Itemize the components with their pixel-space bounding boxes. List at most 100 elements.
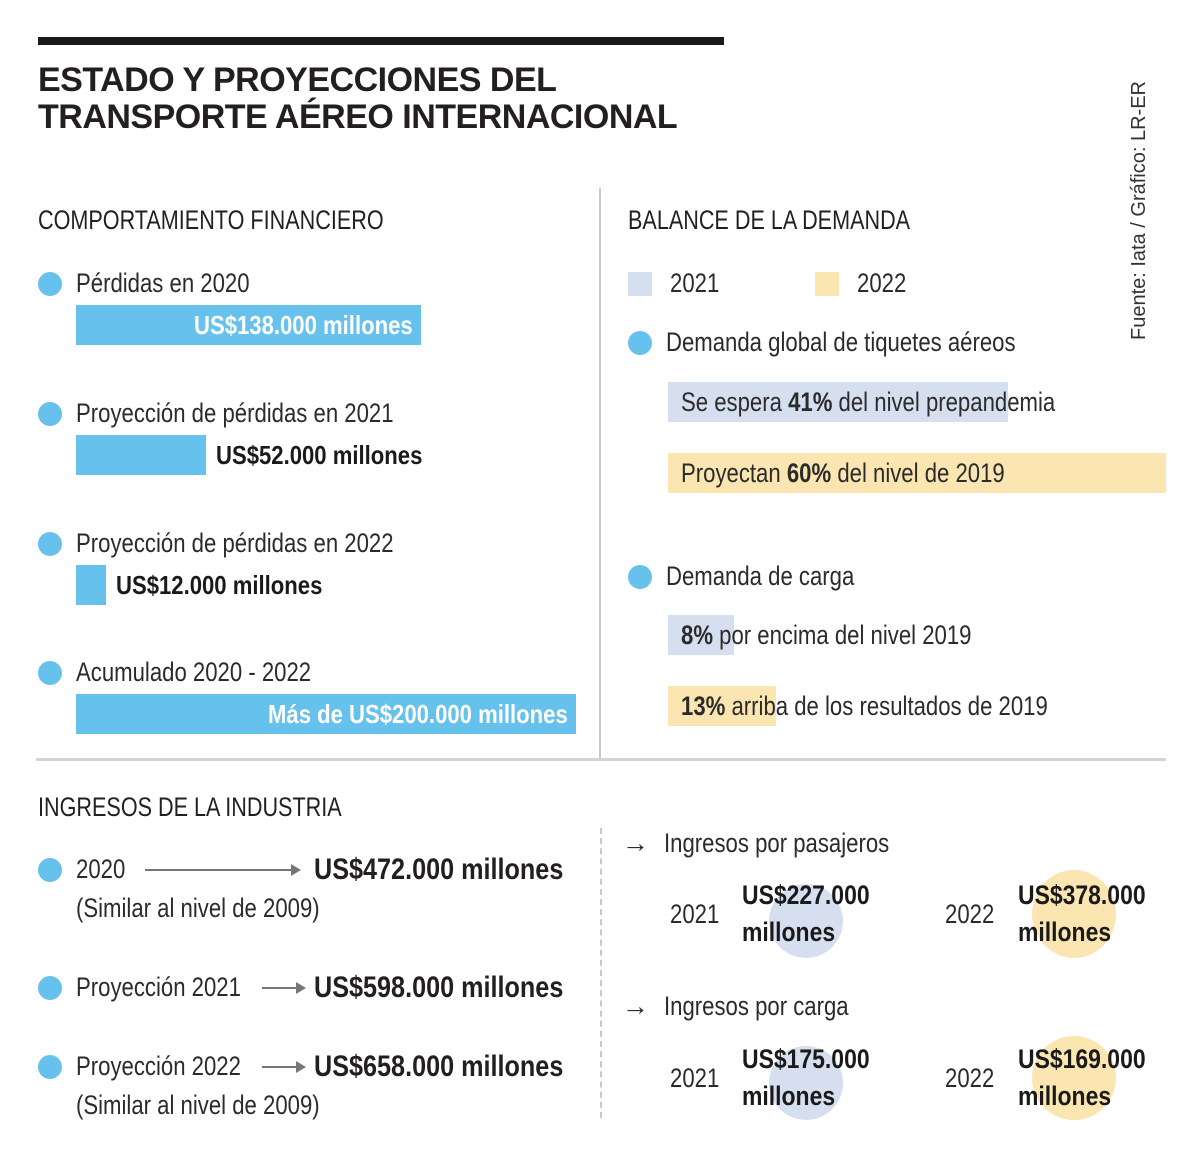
- revenue-label-2-text: Proyección 2022: [76, 1051, 241, 1081]
- top-rule: [38, 37, 724, 45]
- bullet-icon: [38, 1055, 62, 1079]
- demand-text-cargo-2022-post: arriba de los resultados de 2019: [725, 691, 1048, 721]
- revenue-label-1: Proyección 2021: [76, 972, 277, 1002]
- breakdown-heading-1-text: Ingresos por carga: [664, 991, 849, 1021]
- demand-group-label-0-text: Demanda global de tiquetes aéreos: [666, 327, 1016, 357]
- demand-heading-text: BALANCE DE LA DEMANDA: [628, 205, 911, 235]
- demand-text-cargo-2022: 13% arriba de los resultados de 2019: [681, 686, 1128, 726]
- breakdown-circle-carga-2021: [769, 1046, 843, 1120]
- revenue-note-2: (Similar al nivel de 2009): [76, 1090, 373, 1120]
- bullet-icon: [38, 976, 62, 1000]
- revenue-note-0-text: (Similar al nivel de 2009): [76, 893, 320, 923]
- breakdown-circle-carga-2022: [1032, 1036, 1116, 1120]
- financial-label-2: Proyección de pérdidas en 2022: [76, 528, 463, 558]
- revenue-label-2: Proyección 2022: [76, 1051, 277, 1081]
- financial-value-0-text: US$138.000 millones: [194, 310, 413, 340]
- bullet-icon: [38, 532, 62, 556]
- demand-heading: BALANCE DE LA DEMANDA: [628, 205, 981, 235]
- financial-label-1-text: Proyección de pérdidas en 2021: [76, 398, 394, 428]
- breakdown-arrow-0: →: [622, 828, 649, 858]
- revenue-note-0: (Similar al nivel de 2009): [76, 893, 373, 923]
- breakdown-heading-1: Ingresos por carga: [664, 991, 889, 1021]
- arrow-right-icon: →: [622, 828, 649, 858]
- financial-label-1: Proyección de pérdidas en 2021: [76, 398, 463, 428]
- arrow-right-icon: [296, 1061, 306, 1073]
- financial-bar-2: [76, 565, 106, 605]
- legend-label-2021: 2021: [670, 268, 730, 298]
- financial-label-3-text: Acumulado 2020 - 2022: [76, 657, 312, 687]
- legend-swatch-2021: [628, 272, 652, 296]
- breakdown-value-0-1-line2: millones: [1018, 917, 1112, 947]
- demand-text-air-2021: Se espera 41% del nivel prepandemia: [681, 382, 1137, 422]
- breakdown-circle-pasajeros-2022: [1032, 870, 1116, 958]
- financial-label-0-text: Pérdidas en 2020: [76, 268, 250, 298]
- source-credit: Fuente: Iata / Gráfico: LR-ER: [1128, 81, 1150, 340]
- demand-text-air-2022-post: del nivel de 2019: [831, 458, 1005, 488]
- demand-text-air-2021-bold: 41%: [788, 387, 833, 417]
- breakdown-year-1-1-text: 2022: [945, 1063, 995, 1093]
- breakdown-value-0-0-line1: US$227.000: [742, 880, 870, 910]
- breakdown-year-1-1: 2022: [945, 1063, 1005, 1093]
- bullet-icon: [38, 272, 62, 296]
- revenue-value-0: US$472.000 millones: [314, 850, 611, 890]
- breakdown-value-1-1-line1: US$169.000: [1018, 1044, 1146, 1074]
- bullet-icon: [38, 858, 62, 882]
- revenue-value-1: US$598.000 millones: [314, 968, 611, 1008]
- financial-value-2-text: US$12.000 millones: [116, 570, 323, 600]
- vertical-divider-dashed: [600, 828, 602, 1118]
- revenue-heading: INGRESOS DE LA INDUSTRIA: [38, 792, 418, 822]
- arrow-line: [145, 869, 291, 871]
- demand-bar-air-2021: [668, 382, 1008, 422]
- breakdown-circle-pasajeros-2021: [769, 884, 843, 958]
- breakdown-value-0-0-line2: millones: [742, 917, 836, 947]
- breakdown-value-1-1: US$169.000 millones: [1018, 1041, 1168, 1115]
- revenue-label-0: 2020: [76, 854, 136, 884]
- breakdown-year-1-0: 2021: [670, 1063, 730, 1093]
- breakdown-heading-0: Ingresos por pasajeros: [664, 828, 939, 858]
- breakdown-value-0-0: US$227.000 millones: [742, 877, 892, 951]
- revenue-value-0-text: US$472.000 millones: [314, 853, 564, 886]
- revenue-label-0-text: 2020: [76, 854, 126, 884]
- demand-text-air-2021-post: del nivel prepandemia: [832, 387, 1056, 417]
- financial-value-3-text: Más de US$200.000 millones: [268, 699, 568, 729]
- legend-label-2021-text: 2021: [670, 268, 720, 298]
- breakdown-arrow-1: →: [622, 991, 649, 1021]
- legend-swatch-2022: [815, 272, 839, 296]
- breakdown-value-0-1: US$378.000 millones: [1018, 877, 1168, 951]
- demand-bar-cargo-2021: [668, 615, 734, 655]
- bullet-icon: [38, 661, 62, 685]
- vertical-divider: [599, 188, 601, 758]
- bullet-icon: [38, 402, 62, 426]
- breakdown-year-0-0: 2021: [670, 899, 730, 929]
- financial-heading: COMPORTAMIENTO FINANCIERO: [38, 205, 470, 235]
- demand-bar-cargo-2022: [668, 686, 776, 726]
- breakdown-value-1-0-line1: US$175.000: [742, 1044, 870, 1074]
- financial-value-0: US$138.000 millones: [194, 305, 451, 345]
- demand-text-air-2022-pre: Proyectan: [681, 458, 787, 488]
- revenue-value-2-text: US$658.000 millones: [314, 1050, 564, 1083]
- demand-text-cargo-2021: 8% por encima del nivel 2019: [681, 615, 1035, 655]
- breakdown-year-0-1-text: 2022: [945, 899, 995, 929]
- breakdown-year-1-0-text: 2021: [670, 1063, 720, 1093]
- demand-group-label-1: Demanda de carga: [666, 561, 896, 591]
- revenue-value-1-text: US$598.000 millones: [314, 971, 564, 1004]
- financial-bar-3: [76, 694, 576, 734]
- breakdown-value-1-0: US$175.000 millones: [742, 1041, 892, 1115]
- arrow-line: [262, 987, 296, 989]
- breakdown-value-1-0-line2: millones: [742, 1081, 836, 1111]
- demand-text-air-2021-pre: Se espera: [681, 387, 789, 417]
- breakdown-heading-0-text: Ingresos por pasajeros: [664, 828, 890, 858]
- arrow-line: [262, 1066, 296, 1068]
- demand-text-cargo-2021-bold: 8%: [681, 620, 714, 650]
- breakdown-year-0-0-text: 2021: [670, 899, 720, 929]
- financial-bar-0: [76, 305, 421, 345]
- demand-bar-air-2022: [668, 453, 1166, 493]
- page-title: ESTADO Y PROYECCIONES DEL TRANSPORTE AÉR…: [38, 62, 678, 136]
- legend-label-2022-text: 2022: [857, 268, 907, 298]
- breakdown-value-0-1-line1: US$378.000: [1018, 880, 1146, 910]
- title-line-2: TRANSPORTE AÉREO INTERNACIONAL: [38, 98, 678, 136]
- revenue-value-2: US$658.000 millones: [314, 1047, 611, 1087]
- demand-group-label-0: Demanda global de tiquetes aéreos: [666, 327, 1092, 357]
- financial-value-1: US$52.000 millones: [216, 435, 459, 475]
- financial-value-2: US$12.000 millones: [116, 565, 359, 605]
